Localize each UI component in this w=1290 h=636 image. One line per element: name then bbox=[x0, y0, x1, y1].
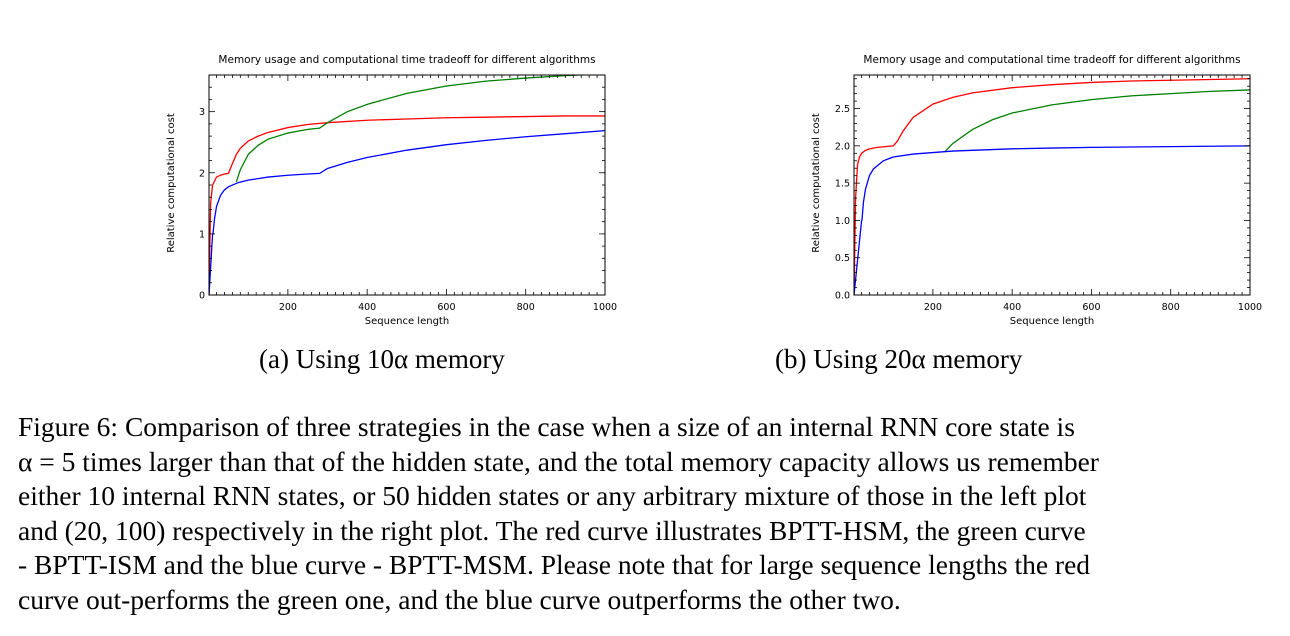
caption-line: and (20, 100) respectively in the right … bbox=[18, 514, 1086, 546]
y-axis-label: Relative computational cost bbox=[811, 113, 822, 253]
chart-title: Memory usage and computational time trad… bbox=[218, 54, 595, 66]
y-tick-label: 0 bbox=[199, 291, 205, 302]
plot-frame bbox=[853, 74, 1251, 296]
series-line bbox=[209, 115, 605, 295]
subcaption-b: (b) Using 20α memory bbox=[775, 344, 1023, 374]
y-axis-label: Relative computational cost bbox=[166, 113, 177, 253]
caption-line: Figure 6: Comparison of three strategies… bbox=[18, 411, 1075, 442]
series-line bbox=[854, 145, 1250, 295]
x-tick-label: 200 bbox=[924, 302, 942, 313]
x-tick-label: 400 bbox=[358, 302, 376, 313]
y-tick-label: 1.5 bbox=[835, 179, 850, 190]
chart-title: Memory usage and computational time trad… bbox=[863, 54, 1240, 66]
plot-frame bbox=[208, 74, 606, 296]
y-tick-label: 0.5 bbox=[835, 253, 850, 264]
caption-line: - BPTT-ISM and the blue curve - BPTT-MSM… bbox=[18, 549, 1091, 580]
chart-b: Memory usage and computational time trad… bbox=[811, 54, 1262, 327]
caption-line: either 10 internal RNN states, or 50 hid… bbox=[18, 480, 1087, 511]
y-tick-label: 2 bbox=[199, 168, 205, 179]
y-tick-label: 2.5 bbox=[835, 104, 850, 115]
x-tick-label: 1000 bbox=[1238, 302, 1262, 313]
x-tick-label: 400 bbox=[1003, 302, 1021, 313]
y-tick-label: 3 bbox=[199, 107, 205, 118]
x-tick-label: 600 bbox=[437, 302, 455, 313]
y-tick-label: 1.0 bbox=[835, 216, 850, 227]
caption-line: curve out-performs the green one, and th… bbox=[18, 583, 901, 615]
subcaption-a: (a) Using 10α memory bbox=[259, 344, 505, 374]
series-line bbox=[944, 89, 1250, 153]
series-line bbox=[209, 129, 605, 295]
x-tick-label: 800 bbox=[517, 302, 535, 313]
y-tick-label: 0.0 bbox=[835, 291, 850, 302]
x-tick-label: 1000 bbox=[593, 302, 617, 313]
x-tick-label: 800 bbox=[1162, 302, 1180, 313]
figure-caption: Figure 6: Comparison of three strategies… bbox=[18, 410, 1276, 617]
x-tick-label: 200 bbox=[279, 302, 297, 313]
y-tick-label: 2.0 bbox=[835, 141, 850, 152]
x-axis-label: Sequence length bbox=[1010, 316, 1094, 327]
x-axis-label: Sequence length bbox=[365, 316, 449, 327]
chart-a: Memory usage and computational time trad… bbox=[166, 54, 617, 327]
y-tick-label: 1 bbox=[199, 229, 205, 240]
x-tick-label: 600 bbox=[1082, 302, 1100, 313]
series-line bbox=[235, 75, 593, 183]
caption-line: α = 5 times larger than that of the hidd… bbox=[18, 445, 1099, 477]
series-line bbox=[854, 78, 1250, 295]
